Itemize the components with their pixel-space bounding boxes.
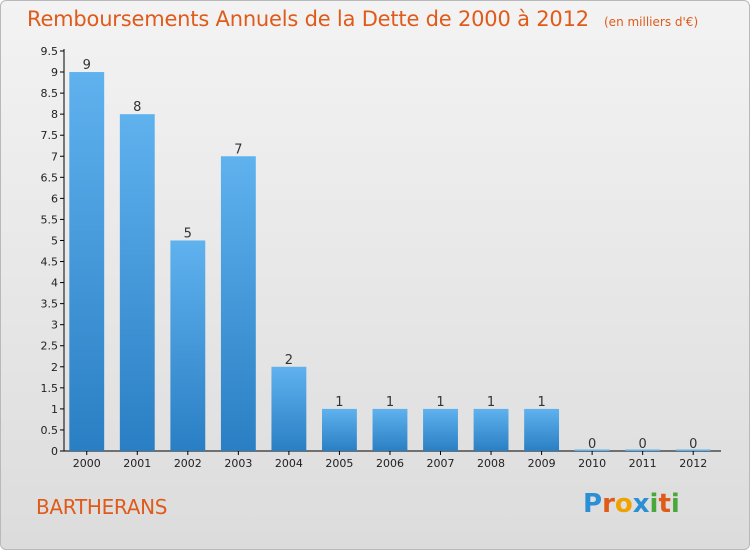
bar-data-label: 1 bbox=[436, 395, 444, 410]
x-tick-label: 2002 bbox=[174, 457, 202, 470]
bar-data-label: 0 bbox=[588, 437, 596, 452]
bar bbox=[675, 449, 711, 451]
y-tick-label: 7 bbox=[51, 150, 58, 163]
logo-letter: i bbox=[649, 489, 659, 519]
bar bbox=[524, 408, 560, 451]
y-tick-label: 6.5 bbox=[41, 171, 59, 184]
x-tick-label: 2012 bbox=[679, 457, 707, 470]
logo-letter: o bbox=[614, 489, 633, 519]
x-tick-label: 2000 bbox=[73, 457, 101, 470]
logo-letter: r bbox=[602, 489, 615, 519]
logo-letter: P bbox=[583, 489, 603, 519]
x-tick-label: 2010 bbox=[578, 457, 606, 470]
x-tick-label: 2007 bbox=[427, 457, 455, 470]
y-tick-label: 2.5 bbox=[41, 340, 59, 353]
y-tick-label: 3.5 bbox=[41, 298, 59, 311]
y-tick-label: 0 bbox=[51, 445, 58, 458]
y-tick-label: 9.5 bbox=[41, 45, 59, 58]
bar-data-label: 9 bbox=[83, 58, 91, 73]
y-tick-label: 5 bbox=[51, 234, 58, 247]
y-tick-label: 1 bbox=[51, 403, 58, 416]
bar bbox=[574, 449, 610, 451]
bar-data-label: 8 bbox=[133, 100, 141, 115]
bar bbox=[372, 408, 408, 451]
y-tick-label: 7.5 bbox=[41, 129, 59, 142]
bar-data-label: 2 bbox=[285, 353, 293, 368]
logo-letter: i bbox=[670, 489, 680, 519]
y-tick-label: 0.5 bbox=[41, 424, 59, 437]
bar-data-label: 1 bbox=[487, 395, 495, 410]
y-tick-label: 6 bbox=[51, 192, 58, 205]
x-tick-label: 2008 bbox=[477, 457, 505, 470]
x-tick-label: 2004 bbox=[275, 457, 303, 470]
y-tick-label: 4 bbox=[51, 277, 58, 290]
commune-name: BARTHERANS bbox=[36, 495, 168, 519]
y-tick-label: 2 bbox=[51, 361, 58, 374]
x-tick-label: 2001 bbox=[123, 457, 151, 470]
x-tick-label: 2011 bbox=[629, 457, 657, 470]
chart-title-text: Remboursements Annuels de la Dette de 20… bbox=[27, 7, 589, 31]
x-tick-label: 2003 bbox=[224, 457, 252, 470]
bar-data-label: 1 bbox=[386, 395, 394, 410]
bar bbox=[271, 366, 307, 451]
bar bbox=[220, 156, 256, 451]
y-tick-label: 3 bbox=[51, 319, 58, 332]
chart-unit-label: (en milliers d'€) bbox=[604, 15, 699, 29]
x-tick-label: 2005 bbox=[325, 457, 353, 470]
bar-data-label: 5 bbox=[184, 226, 192, 241]
y-tick-label: 9 bbox=[51, 66, 58, 79]
bar bbox=[69, 72, 105, 451]
bar bbox=[170, 240, 206, 451]
y-tick-label: 1.5 bbox=[41, 382, 59, 395]
bar-data-label: 1 bbox=[335, 395, 343, 410]
y-tick-label: 5.5 bbox=[41, 213, 59, 226]
logo-letter: x bbox=[632, 489, 650, 519]
y-tick-label: 8 bbox=[51, 108, 58, 121]
x-tick-label: 2006 bbox=[376, 457, 404, 470]
logo-letter: t bbox=[658, 489, 671, 519]
bar bbox=[423, 408, 458, 451]
chart-title: Remboursements Annuels de la Dette de 20… bbox=[27, 7, 698, 31]
bar bbox=[321, 408, 357, 451]
proxiti-logo: Proxiti bbox=[583, 489, 680, 519]
bar-data-label: 0 bbox=[639, 437, 647, 452]
bar bbox=[625, 449, 661, 451]
bar-data-label: 7 bbox=[234, 142, 242, 157]
y-tick-label: 8.5 bbox=[41, 87, 59, 100]
x-tick-label: 2009 bbox=[528, 457, 556, 470]
y-tick-label: 4.5 bbox=[41, 256, 59, 269]
bar-data-label: 0 bbox=[689, 437, 697, 452]
bar bbox=[473, 408, 509, 451]
bar bbox=[119, 114, 155, 451]
bar-data-label: 1 bbox=[537, 395, 545, 410]
